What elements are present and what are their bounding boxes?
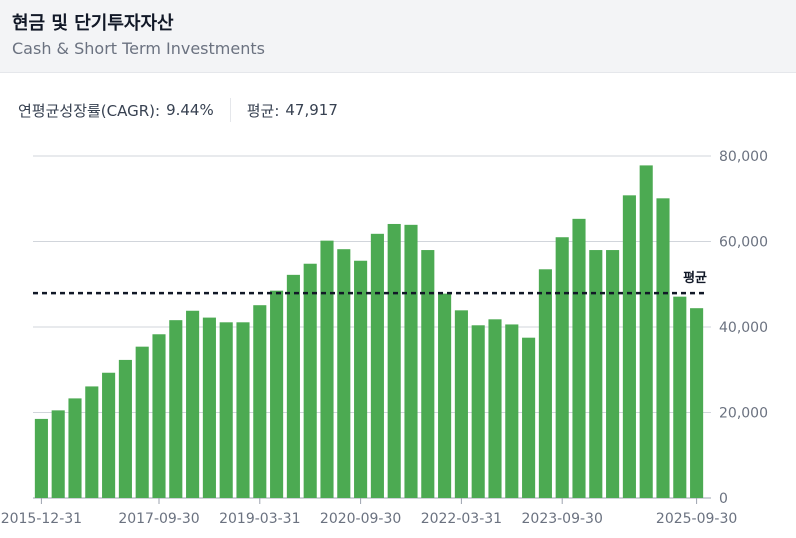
- y-tick-label: 40,000: [719, 320, 768, 336]
- bar[interactable]: [85, 386, 99, 498]
- bar[interactable]: [320, 240, 334, 498]
- bar[interactable]: [68, 398, 82, 498]
- bar[interactable]: [589, 250, 603, 498]
- y-tick-label: 0: [719, 491, 728, 507]
- cagr-label: 연평균성장률(CAGR):: [18, 101, 161, 120]
- stats-divider: [229, 98, 231, 122]
- bar[interactable]: [454, 310, 468, 498]
- bar[interactable]: [253, 305, 267, 498]
- bar[interactable]: [102, 372, 116, 498]
- bar[interactable]: [656, 198, 670, 498]
- bar[interactable]: [505, 324, 519, 498]
- bar[interactable]: [219, 322, 233, 498]
- y-tick-label: 60,000: [719, 235, 768, 251]
- bar[interactable]: [169, 320, 183, 498]
- x-axis: 2015-12-31 2017-09-30 2019-03-31 2020-09-30…: [1, 498, 737, 527]
- average-value: 47,917: [285, 101, 338, 119]
- bar[interactable]: [370, 233, 384, 498]
- bar[interactable]: [622, 195, 636, 498]
- page-title: 현금 및 단기투자자산: [12, 13, 174, 34]
- bar[interactable]: [387, 223, 401, 498]
- y-axis: 80,000 60,000 40,000 20,000 0: [719, 149, 768, 507]
- x-tick-label: 2017-09-30: [118, 511, 199, 527]
- bars: [34, 165, 704, 499]
- bar[interactable]: [438, 293, 452, 498]
- bar[interactable]: [270, 290, 284, 498]
- bar[interactable]: [51, 410, 65, 498]
- bar[interactable]: [337, 249, 351, 498]
- bar[interactable]: [555, 237, 569, 499]
- x-tick-label: 2022-03-31: [421, 511, 502, 527]
- page-subtitle: Cash & Short Term Investments: [12, 39, 265, 58]
- bar[interactable]: [135, 346, 149, 498]
- bar[interactable]: [673, 296, 687, 498]
- cagr-value: 9.44%: [166, 101, 214, 119]
- bar[interactable]: [118, 359, 132, 498]
- chart-header: 현금 및 단기투자자산 Cash & Short Term Investment…: [0, 0, 796, 73]
- bar[interactable]: [471, 325, 485, 498]
- bar[interactable]: [303, 263, 317, 498]
- y-tick-label: 20,000: [719, 406, 768, 422]
- bar[interactable]: [202, 317, 216, 498]
- bar[interactable]: [186, 310, 200, 498]
- bar[interactable]: [538, 269, 552, 498]
- bar[interactable]: [34, 418, 48, 498]
- bar[interactable]: [606, 250, 620, 498]
- bar[interactable]: [286, 274, 300, 498]
- x-tick-label: 2015-12-31: [1, 511, 82, 527]
- x-tick-label: 2020-09-30: [320, 511, 401, 527]
- bar[interactable]: [354, 260, 368, 498]
- x-tick-label: 2025-09-30: [656, 511, 737, 527]
- bar[interactable]: [690, 308, 704, 498]
- x-tick-label: 2019-03-31: [219, 511, 300, 527]
- x-tick-label: 2023-09-30: [522, 511, 603, 527]
- bar[interactable]: [404, 224, 418, 498]
- bar[interactable]: [236, 322, 250, 498]
- bar[interactable]: [152, 334, 166, 498]
- average-line-group: 평균: [33, 270, 708, 295]
- bar[interactable]: [639, 165, 653, 498]
- average-line-label: 평균: [683, 270, 707, 286]
- summary-stats: 연평균성장률(CAGR): 9.44% 평균: 47,917: [18, 98, 338, 122]
- bar[interactable]: [572, 218, 586, 498]
- average-label: 평균:: [246, 101, 280, 120]
- y-tick-label: 80,000: [719, 149, 768, 165]
- bar[interactable]: [421, 250, 435, 498]
- bar[interactable]: [522, 337, 536, 498]
- bar[interactable]: [488, 319, 502, 498]
